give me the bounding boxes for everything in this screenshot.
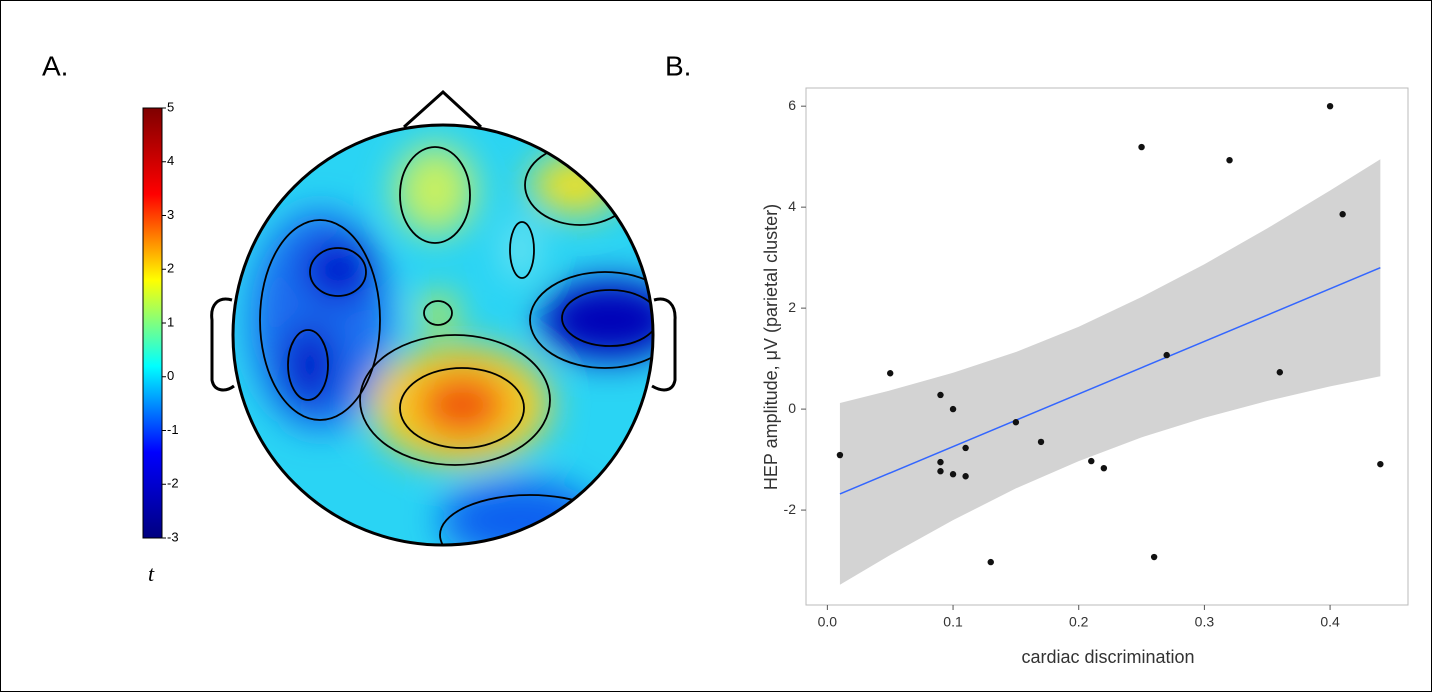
data-point (937, 468, 944, 475)
y-axis-label: HEP amplitude, μV (parietal cluster) (761, 204, 781, 490)
data-point (1276, 369, 1284, 376)
x-axis-label: cardiac discrimination (1021, 647, 1194, 667)
fit-line (839, 267, 1381, 495)
y-tick-label: 0 (788, 400, 796, 416)
data-point (1100, 464, 1108, 472)
colorbar-tick-label: 2 (167, 261, 174, 276)
data-point (1088, 457, 1095, 465)
colorbar-tick-label: 5 (167, 99, 174, 114)
data-point (962, 473, 969, 480)
data-point (987, 558, 994, 566)
colorbar-tick-label: 3 (167, 207, 174, 222)
topomap (233, 125, 653, 545)
y-tick-label: 4 (788, 198, 796, 214)
x-tick-label: 0.0 (818, 614, 838, 630)
colorbar-tick-label: 4 (167, 153, 174, 168)
x-tick-label: 0.1 (943, 614, 963, 630)
y-tick-label: 6 (788, 97, 796, 113)
x-tick-label: 0.4 (1320, 614, 1340, 630)
data-point (1226, 156, 1233, 164)
data-point (1377, 460, 1384, 468)
colorbar-tick-label: -1 (167, 422, 179, 437)
x-tick-label: 0.2 (1069, 614, 1089, 630)
panel-label: B. (665, 50, 691, 81)
data-point (937, 458, 944, 466)
data-point (1163, 351, 1170, 359)
colorbar (142, 107, 163, 539)
data-point (1326, 102, 1334, 110)
colorbar-tick-label: 0 (167, 368, 174, 383)
colorbar-tick-label: -3 (167, 529, 179, 544)
x-tick-label: 0.3 (1195, 614, 1215, 630)
y-tick-label: 2 (788, 299, 796, 315)
data-point (836, 451, 844, 459)
data-point (962, 444, 969, 452)
data-point (1012, 419, 1020, 426)
data-point (1037, 438, 1045, 446)
data-point (887, 370, 894, 377)
data-point (1150, 553, 1158, 561)
data-point (937, 391, 944, 399)
head-outline (231, 123, 655, 547)
y-tick-label: -2 (784, 501, 797, 517)
data-point (1138, 143, 1145, 151)
colorbar-label: t (148, 561, 155, 586)
data-point (949, 471, 957, 478)
data-point (1339, 211, 1346, 218)
data-point (949, 405, 957, 413)
colorbar-tick-label: 1 (167, 314, 174, 329)
colorbar-tick-label: -2 (167, 476, 179, 491)
panel-label: A. (42, 50, 68, 81)
confidence-band (839, 159, 1381, 585)
head-outline (210, 89, 677, 392)
